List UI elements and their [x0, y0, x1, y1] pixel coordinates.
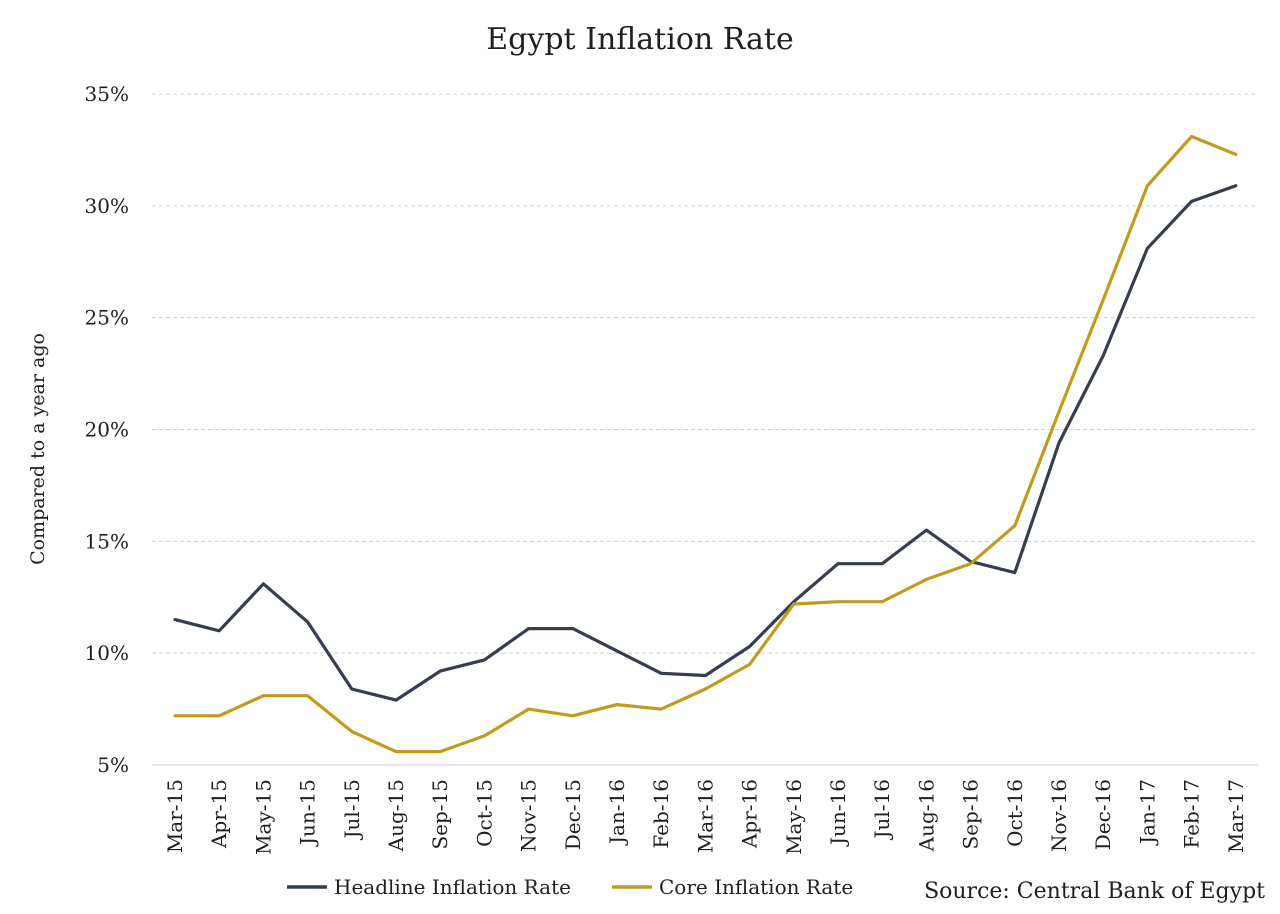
x-tick-label: Sep-15: [428, 779, 452, 850]
y-axis-label: Compared to a year ago: [27, 333, 49, 565]
x-tick-label: May-16: [782, 779, 806, 855]
series-lines: [173, 134, 1238, 754]
y-tick-label: 5%: [97, 753, 129, 777]
x-tick-label: Feb-17: [1180, 779, 1204, 849]
legend-label: Core Inflation Rate: [659, 875, 853, 899]
x-tick-label: Oct-15: [472, 779, 496, 847]
source-note: Source: Central Bank of Egypt: [924, 879, 1265, 904]
x-tick-label: Jun-16: [826, 779, 850, 847]
y-tick-label: 10%: [85, 641, 129, 665]
y-tick-label: 30%: [85, 194, 129, 218]
series-line: [173, 184, 1238, 702]
x-tick-label: Nov-16: [1047, 779, 1071, 852]
legend: Headline Inflation Rate Core Inflation Ra…: [287, 875, 853, 899]
x-tick-label: Sep-16: [959, 779, 983, 850]
series-line: [173, 134, 1238, 754]
x-tick-label: Apr-16: [738, 779, 762, 849]
x-tick-label: Aug-15: [384, 779, 408, 852]
y-tick-label: 20%: [85, 418, 129, 442]
y-tick-label: 35%: [85, 82, 129, 106]
x-tick-label: Aug-16: [914, 779, 938, 852]
x-tick-label: May-15: [251, 779, 275, 855]
x-tick-label: Jan-17: [1135, 779, 1159, 846]
legend-label: Headline Inflation Rate: [334, 875, 571, 899]
x-tick-label: Dec-16: [1091, 779, 1115, 850]
y-tick-label: 25%: [85, 306, 129, 330]
x-tick-label: Dec-15: [561, 779, 585, 850]
x-tick-label: Jun-15: [296, 779, 320, 847]
x-tick-label: Oct-16: [1003, 779, 1027, 847]
x-tick-label: Nov-15: [517, 779, 541, 852]
chart-title: Egypt Inflation Rate: [486, 22, 793, 57]
gridlines: [152, 93, 1258, 766]
x-tick-label: Jul-15: [340, 779, 364, 841]
y-axis-ticks: 5% 10% 15% 20% 25% 30% 35%: [85, 82, 129, 777]
x-tick-label: Feb-16: [649, 779, 673, 849]
x-tick-label: Jul-16: [870, 779, 894, 841]
x-tick-label: Mar-17: [1224, 779, 1248, 853]
x-tick-label: Jan-16: [605, 779, 629, 846]
x-tick-label: Apr-15: [207, 779, 231, 849]
x-tick-label: Mar-16: [693, 779, 717, 853]
x-tick-label: Mar-15: [163, 779, 187, 853]
y-tick-label: 15%: [85, 529, 129, 553]
x-axis-ticks: Mar-15 Apr-15 May-15 Jun-15 Jul-15 Aug-15 Sep-…: [163, 779, 1248, 855]
